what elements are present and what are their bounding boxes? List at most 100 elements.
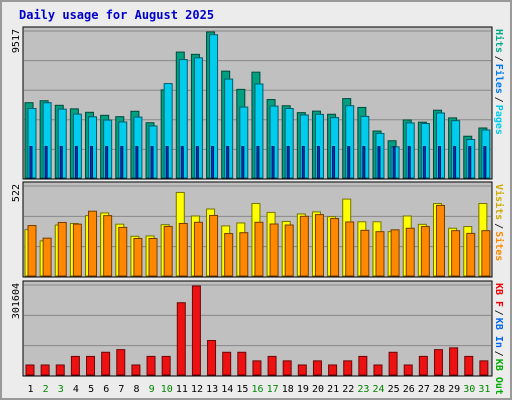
bar-pages-day-18 xyxy=(286,146,290,179)
bar-sites-day-17 xyxy=(269,223,279,277)
bar-pages-day-28 xyxy=(437,146,441,179)
bar-kb-f-day-23 xyxy=(358,355,368,376)
bar-sites-day-20 xyxy=(314,214,324,277)
bar-sites-day-23 xyxy=(360,229,370,277)
x-tick-label-day-9: 9 xyxy=(149,384,155,395)
x-tick-label-day-21: 21 xyxy=(327,384,339,395)
bar-sites-day-27 xyxy=(420,226,430,277)
bar-kb-f-day-5 xyxy=(86,355,96,376)
x-tick-label-day-5: 5 xyxy=(88,384,94,395)
bar-sites-day-21 xyxy=(330,218,340,277)
x-tick-label-day-6: 6 xyxy=(103,384,109,395)
bar-pages-day-6 xyxy=(105,146,109,179)
bar-kb-f-day-12 xyxy=(191,285,201,376)
bar-kb-f-day-15 xyxy=(237,351,247,376)
bar-pages-day-5 xyxy=(90,146,94,179)
bar-sites-day-6 xyxy=(103,215,113,277)
bar-sites-day-14 xyxy=(224,233,234,277)
bar-sites-day-11 xyxy=(178,222,188,277)
bar-sites-day-15 xyxy=(239,232,249,277)
bar-kb-f-day-6 xyxy=(101,351,111,376)
bar-pages-day-1 xyxy=(29,146,33,179)
x-tick-label-day-14: 14 xyxy=(221,384,233,395)
bar-kb-f-day-13 xyxy=(207,339,217,376)
legend-separator: / xyxy=(493,351,504,357)
bar-kb-f-day-4 xyxy=(70,355,80,376)
bar-pages-day-25 xyxy=(392,146,396,179)
bar-sites-day-13 xyxy=(209,214,219,277)
bar-pages-day-14 xyxy=(226,146,230,179)
bar-pages-day-19 xyxy=(301,146,305,179)
x-tick-label-day-30: 30 xyxy=(463,384,475,395)
bar-kb-f-day-7 xyxy=(116,349,126,376)
bar-sites-day-22 xyxy=(345,221,355,277)
bar-pages-day-22 xyxy=(347,146,351,179)
x-tick-label-day-31: 31 xyxy=(478,384,490,395)
legend-kb-in: KB In xyxy=(493,318,504,348)
x-tick-label-day-26: 26 xyxy=(403,384,415,395)
bar-kb-f-day-27 xyxy=(418,355,428,376)
bar-kb-f-day-30 xyxy=(464,355,474,376)
bar-kb-f-day-8 xyxy=(131,364,141,376)
bar-pages-day-11 xyxy=(180,146,184,179)
bar-kb-f-day-11 xyxy=(176,302,186,376)
bar-pages-day-21 xyxy=(332,146,336,179)
legend-separator: / xyxy=(493,223,504,229)
bar-sites-day-30 xyxy=(466,232,476,277)
axis-max-label: 301604 xyxy=(11,283,22,319)
bar-kb-f-day-2 xyxy=(40,364,50,376)
bar-sites-day-19 xyxy=(299,215,309,277)
bar-sites-day-9 xyxy=(148,237,158,277)
bar-pages-day-29 xyxy=(453,146,457,179)
x-tick-label-day-3: 3 xyxy=(58,384,64,395)
bar-pages-day-27 xyxy=(422,146,426,179)
x-tick-label-day-1: 1 xyxy=(28,384,34,395)
bar-kb-f-day-16 xyxy=(252,360,262,376)
bar-sites-day-10 xyxy=(163,225,173,277)
x-tick-label-day-10: 10 xyxy=(161,384,173,395)
bar-kb-f-day-22 xyxy=(343,360,353,376)
x-tick-label-day-28: 28 xyxy=(433,384,445,395)
bar-pages-day-2 xyxy=(44,146,48,179)
bar-pages-day-3 xyxy=(59,146,63,179)
bar-sites-day-24 xyxy=(375,231,385,277)
legend-separator: / xyxy=(493,56,504,62)
legend-separator: / xyxy=(493,97,504,103)
x-tick-label-day-20: 20 xyxy=(312,384,324,395)
legend-separator: / xyxy=(493,310,504,316)
x-tick-label-day-27: 27 xyxy=(418,384,430,395)
bar-pages-day-7 xyxy=(120,146,124,179)
bar-pages-day-24 xyxy=(377,146,381,179)
bar-kb-f-day-25 xyxy=(388,351,398,376)
legend-hits: Hits xyxy=(493,29,505,53)
x-tick-label-day-11: 11 xyxy=(176,384,188,395)
bar-pages-day-9 xyxy=(150,146,154,179)
bar-pages-day-23 xyxy=(362,146,366,179)
bar-sites-day-5 xyxy=(88,210,98,277)
bar-pages-day-10 xyxy=(165,146,169,179)
legend-sites: Sites xyxy=(493,231,505,261)
bar-kb-f-day-29 xyxy=(449,347,459,376)
x-tick-label-day-22: 22 xyxy=(342,384,354,395)
legend-kb-out: KB Out xyxy=(493,359,504,395)
bar-sites-day-12 xyxy=(193,221,203,277)
bar-kb-f-day-18 xyxy=(282,360,292,376)
x-tick-label-day-12: 12 xyxy=(191,384,203,395)
legend-kb-f: KB F xyxy=(493,283,504,307)
legend-visits: Visits xyxy=(493,184,505,220)
bar-kb-f-day-9 xyxy=(146,355,156,376)
bar-kb-f-day-3 xyxy=(55,364,65,376)
bar-sites-day-18 xyxy=(284,224,294,277)
axis-max-label: 522 xyxy=(11,184,22,202)
bar-pages-day-31 xyxy=(483,146,487,179)
bar-pages-day-12 xyxy=(195,146,199,179)
bar-kb-f-day-1 xyxy=(25,364,35,376)
bar-pages-day-4 xyxy=(74,146,78,179)
bar-sites-day-4 xyxy=(72,223,82,277)
bar-kb-f-day-24 xyxy=(373,364,383,376)
bar-sites-day-1 xyxy=(27,225,37,277)
x-tick-label-day-13: 13 xyxy=(206,384,218,395)
x-tick-label-day-8: 8 xyxy=(133,384,139,395)
bar-pages-day-20 xyxy=(316,146,320,179)
x-tick-label-day-16: 16 xyxy=(251,384,263,395)
